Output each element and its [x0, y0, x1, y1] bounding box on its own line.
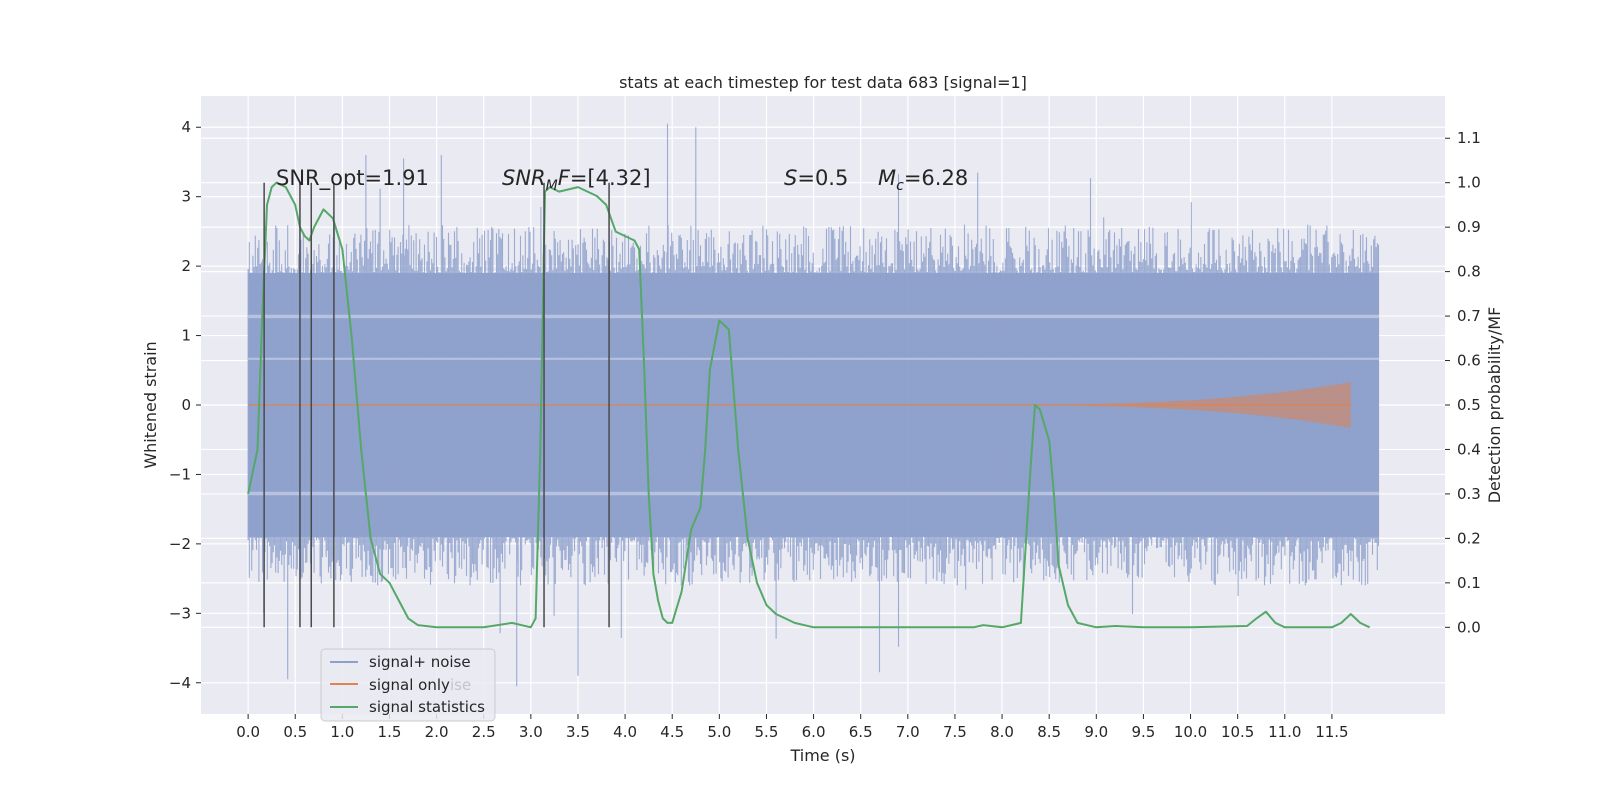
- x-tick-label: 5.5: [755, 723, 779, 741]
- legend-obscured-text: ise: [450, 676, 471, 694]
- y2-tick-label: 0.6: [1457, 352, 1481, 370]
- x-tick-label: 4.5: [660, 723, 684, 741]
- x-tick-label: 0.0: [236, 723, 260, 741]
- series-signal-only: [248, 382, 1351, 428]
- x-tick-label: 10.5: [1221, 723, 1254, 741]
- y-axis-label: Whitened strain: [141, 341, 160, 468]
- x-tick-label: 6.0: [802, 723, 826, 741]
- annotation-snr-opt: SNR_opt=1.91: [276, 166, 429, 191]
- x-tick-label: 7.0: [896, 723, 920, 741]
- noise-texture-band: [248, 357, 1380, 360]
- x-axis-label: Time (s): [789, 746, 855, 765]
- y2-tick-label: 0.0: [1457, 618, 1481, 636]
- y-axis-ticks: 4 3 2 1 0 −1 −2 −3 −4: [169, 118, 201, 692]
- x-tick-label: 0.5: [283, 723, 307, 741]
- x-tick-label: 4.0: [613, 723, 637, 741]
- x-tick-label: 2.5: [472, 723, 496, 741]
- legend-label-signal-statistics: signal statistics: [369, 698, 485, 716]
- legend: signal+ noise ise signal only signal sta…: [320, 648, 496, 722]
- legend-label-signal-only: signal only: [369, 676, 450, 694]
- noise-texture-band: [248, 491, 1380, 496]
- annotation-mc: Mc=6.28: [878, 166, 968, 194]
- legend-label-signal-noise: signal+ noise: [369, 653, 471, 671]
- x-tick-label: 11.5: [1315, 723, 1348, 741]
- y2-tick-label: 0.5: [1457, 396, 1481, 414]
- legend-box: [320, 648, 496, 722]
- series-signal-statistics: [247, 181, 1371, 629]
- x-axis-ticks: 0.0 0.5 1.0 1.5 2.0 2.5 3.0 3.5 4.0 4.5 5.0 5.5 6.0 6…: [236, 714, 1349, 741]
- x-tick-label: 9.5: [1131, 723, 1155, 741]
- y-tick-label: −4: [169, 674, 191, 692]
- y-tick-label: −1: [169, 465, 191, 483]
- y-tick-label: −3: [169, 604, 191, 622]
- y2-tick-label: 1.0: [1457, 174, 1481, 192]
- x-tick-label: 2.0: [425, 723, 449, 741]
- y2-axis-label: Detection probability/MF: [1485, 307, 1504, 504]
- y-tick-label: 0: [181, 396, 191, 414]
- y2-axis-ticks: 1.1 1.0 0.9 0.8 0.7 0.6 0.5 0.4 0.3 0.2 0.1 0.0: [1445, 129, 1481, 636]
- x-tick-label: 8.0: [990, 723, 1014, 741]
- x-tick-label: 3.5: [566, 723, 590, 741]
- x-tick-label: 11.0: [1268, 723, 1301, 741]
- y2-tick-label: 1.1: [1457, 129, 1481, 147]
- x-tick-label: 3.0: [519, 723, 543, 741]
- y2-tick-label: 0.7: [1457, 307, 1481, 325]
- x-tick-label: 5.0: [707, 723, 731, 741]
- annotation-snr-mf: SNRMF=[4.32]: [502, 166, 651, 194]
- x-tick-label: 6.5: [849, 723, 873, 741]
- y2-tick-label: 0.3: [1457, 485, 1481, 503]
- x-tick-label: 10.0: [1174, 723, 1207, 741]
- signal-only-chirp: [954, 382, 1351, 428]
- y-tick-label: −2: [169, 535, 191, 553]
- y2-tick-label: 0.4: [1457, 440, 1481, 458]
- x-tick-label: 9.0: [1084, 723, 1108, 741]
- x-tick-label: 8.5: [1037, 723, 1061, 741]
- x-tick-label: 1.0: [330, 723, 354, 741]
- y2-tick-label: 0.8: [1457, 263, 1481, 281]
- y-tick-label: 4: [181, 118, 191, 136]
- y2-tick-label: 0.1: [1457, 574, 1481, 592]
- noise-texture-band: [248, 314, 1380, 319]
- y2-tick-label: 0.9: [1457, 218, 1481, 236]
- signal-statistics-line: [247, 181, 1371, 629]
- y-tick-label: 3: [181, 188, 191, 206]
- y-tick-label: 2: [181, 257, 191, 275]
- chart-title: stats at each timestep for test data 683…: [619, 73, 1027, 92]
- annotation-s: S=0.5: [784, 166, 848, 190]
- x-tick-label: 7.5: [943, 723, 967, 741]
- x-tick-label: 1.5: [378, 723, 402, 741]
- y2-tick-label: 0.2: [1457, 529, 1481, 547]
- y-tick-label: 1: [181, 327, 191, 345]
- vertical-markers: [263, 182, 610, 628]
